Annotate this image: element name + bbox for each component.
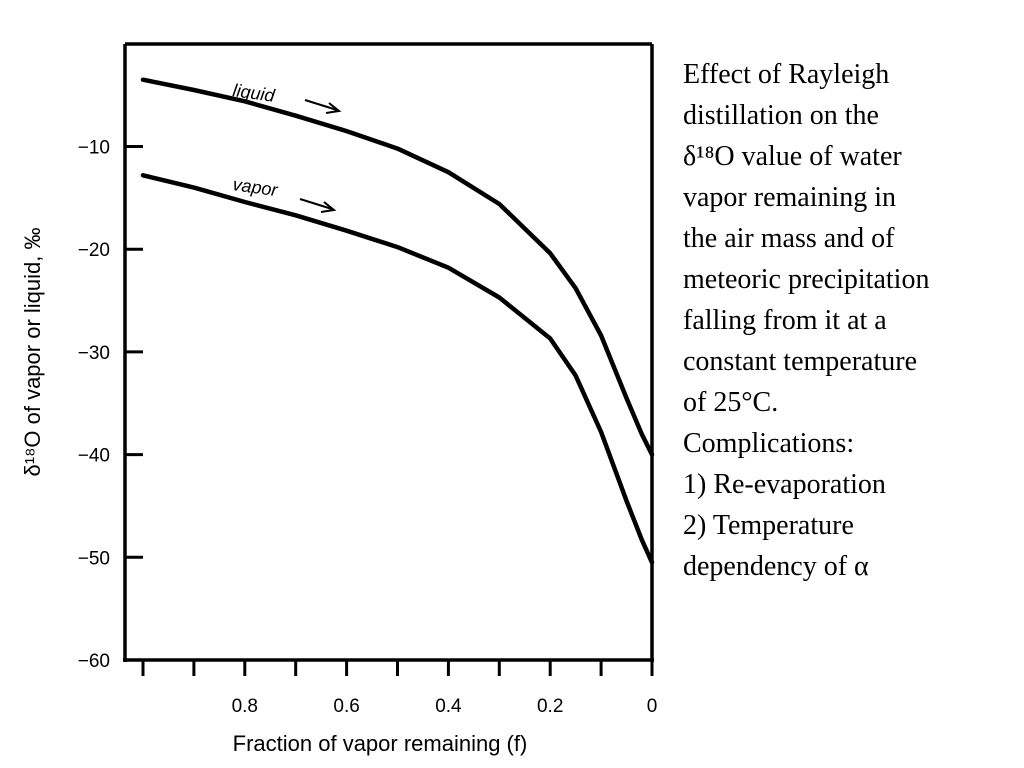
caption-line: 1) Re-evaporation: [683, 469, 886, 500]
x-tick-label: 0.4: [435, 696, 462, 717]
x-tick-label: 0.2: [537, 696, 563, 717]
y-tick-label: −60: [78, 651, 110, 672]
y-tick-label: −40: [78, 446, 110, 467]
caption-line: the air mass and of: [683, 223, 895, 254]
axis-tick-labels: −10 −20 −30 −40 −50 −60 0.8 0.6 0.4 0.2 0: [78, 138, 658, 718]
y-axis-title: δ¹⁸O of vapor or liquid, ‰: [20, 228, 45, 477]
caption-line: constant temperature: [683, 346, 918, 377]
y-tick-label: −20: [78, 240, 110, 261]
y-tick-label: −50: [78, 548, 110, 569]
y-tick-label: −30: [78, 343, 110, 364]
series-line-vapor: [140, 173, 655, 565]
x-tick-label: 0: [647, 696, 658, 717]
plot-frame: [123, 42, 654, 662]
series-line-liquid: [140, 77, 655, 457]
caption-line: distillation on the: [683, 100, 879, 131]
caption-line: Complications:: [683, 428, 855, 459]
caption-line: vapor remaining in: [683, 182, 897, 213]
series-label-vapor: vapor: [231, 174, 279, 200]
caption-line: Effect of Rayleigh: [683, 59, 890, 90]
axis-ticks: [125, 145, 654, 676]
caption-line: falling from it at a: [683, 305, 887, 336]
series-arrow-liquid: [304, 99, 338, 111]
caption-line: 2) Temperature: [683, 510, 854, 541]
series-lines: [140, 77, 655, 565]
caption-line: of 25°C.: [683, 387, 779, 418]
x-tick-label: 0.6: [333, 696, 359, 717]
caption-line: meteoric precipitation: [683, 264, 930, 295]
series-arrowhead-vapor: [320, 201, 337, 213]
y-tick-label: −10: [78, 138, 110, 159]
series-arrowhead-liquid: [325, 102, 342, 114]
figure-caption: Effect of Rayleigh distillation on the δ¹⁸…: [683, 54, 1013, 587]
x-axis-title: Fraction of vapor remaining (f): [233, 731, 528, 756]
caption-line: dependency of α: [683, 551, 869, 582]
x-tick-label: 0.8: [232, 696, 258, 717]
series-arrow-vapor: [299, 198, 333, 210]
caption-line: δ¹⁸O value of water: [683, 141, 902, 172]
